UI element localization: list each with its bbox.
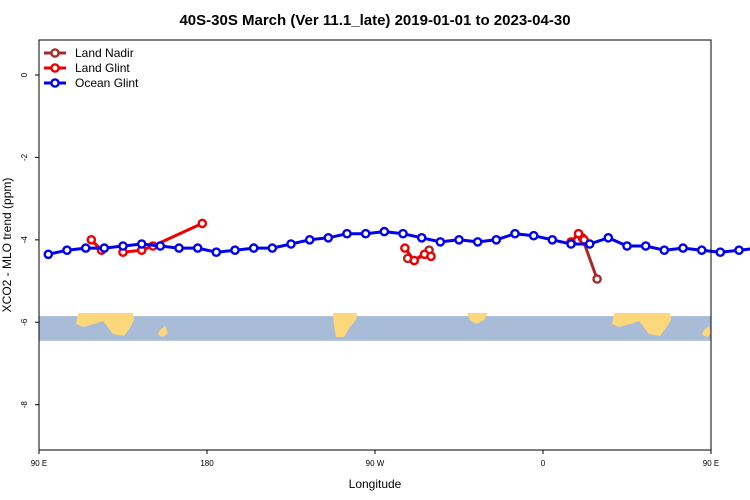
y-axis: 0 -2 -4 -6 -8 bbox=[20, 72, 39, 408]
data-point-ocean-glint bbox=[80, 243, 91, 253]
chart-title: 40S-30S March (Ver 11.1_late) 2019-01-01… bbox=[179, 12, 570, 29]
africa-landmass bbox=[467, 313, 488, 324]
data-point-ocean-glint bbox=[715, 247, 726, 257]
data-point-ocean-glint bbox=[360, 228, 371, 239]
data-point-ocean-glint bbox=[454, 234, 464, 245]
x-axis-label: Longitude bbox=[349, 477, 402, 491]
legend-swatch-marker bbox=[50, 63, 60, 73]
legend-swatch-marker bbox=[50, 48, 60, 58]
y-tick-label: -6 bbox=[20, 318, 29, 326]
data-point-ocean-glint bbox=[696, 245, 707, 255]
data-point-ocean-glint bbox=[678, 243, 688, 253]
x-tick-label: 0 bbox=[541, 459, 546, 468]
x-tick-label: 90 E bbox=[703, 459, 719, 468]
data-point-land-glint bbox=[86, 234, 97, 245]
map-strip bbox=[39, 313, 711, 341]
data-point-land-nadir bbox=[592, 274, 602, 284]
data-point-land-glint bbox=[400, 243, 410, 253]
data-point-ocean-glint bbox=[510, 228, 520, 239]
y-tick-label: 0 bbox=[20, 72, 29, 77]
data-point-ocean-glint bbox=[174, 243, 184, 253]
data-point-ocean-glint bbox=[267, 243, 278, 253]
legend-item-land-nadir: Land Nadir bbox=[44, 46, 134, 60]
legend-item-ocean-glint: Ocean Glint bbox=[44, 76, 139, 90]
data-point-ocean-glint bbox=[640, 241, 651, 251]
data-point-ocean-glint bbox=[622, 241, 632, 251]
data-point-ocean-glint bbox=[528, 230, 539, 241]
legend-label: Land Glint bbox=[75, 61, 130, 75]
data-point-ocean-glint bbox=[603, 232, 614, 243]
data-point-ocean-glint bbox=[286, 239, 296, 249]
series-layer bbox=[43, 218, 750, 284]
data-point-ocean-glint bbox=[416, 232, 427, 243]
data-point-ocean-glint bbox=[323, 232, 334, 243]
data-point-ocean-glint bbox=[118, 241, 128, 251]
data-point-ocean-glint bbox=[379, 226, 390, 237]
tasmania-landmass bbox=[158, 326, 168, 337]
tasmania-landmass-repeat bbox=[702, 326, 711, 337]
x-tick-label: 90 E bbox=[31, 459, 47, 468]
data-point-ocean-glint bbox=[435, 237, 446, 247]
legend-item-land-glint: Land Glint bbox=[44, 61, 130, 75]
data-point-ocean-glint bbox=[734, 245, 744, 255]
ocean-band bbox=[39, 316, 711, 341]
series-line-land-glint bbox=[122, 222, 203, 254]
data-point-ocean-glint bbox=[584, 239, 595, 249]
x-tick-label: 180 bbox=[200, 459, 214, 468]
legend-swatch-marker bbox=[50, 78, 60, 88]
data-point-ocean-glint bbox=[211, 247, 222, 257]
south-america-landmass bbox=[333, 313, 357, 337]
data-point-ocean-glint bbox=[398, 228, 408, 239]
data-point-ocean-glint bbox=[155, 241, 166, 251]
data-point-ocean-glint bbox=[304, 234, 315, 245]
australia-landmass bbox=[76, 313, 134, 336]
x-axis: 90 E 180 90 W 0 90 E bbox=[31, 450, 719, 468]
data-point-ocean-glint bbox=[99, 243, 110, 253]
data-point-ocean-glint bbox=[547, 234, 558, 245]
legend-label: Ocean Glint bbox=[75, 76, 139, 90]
data-point-land-glint bbox=[409, 255, 420, 266]
y-axis-label: XCO2 - MLO trend (ppm) bbox=[0, 178, 14, 313]
data-point-ocean-glint bbox=[136, 239, 147, 249]
series-ocean-glint bbox=[43, 226, 750, 260]
data-point-land-glint bbox=[197, 218, 208, 229]
data-point-ocean-glint bbox=[248, 243, 259, 253]
data-point-ocean-glint bbox=[342, 228, 352, 239]
data-point-ocean-glint bbox=[230, 245, 240, 255]
data-point-land-glint bbox=[573, 228, 584, 239]
y-tick-label: -4 bbox=[20, 236, 29, 244]
data-point-ocean-glint bbox=[62, 245, 72, 255]
data-point-ocean-glint bbox=[472, 237, 483, 247]
data-point-ocean-glint bbox=[659, 245, 670, 255]
data-point-ocean-glint bbox=[192, 243, 203, 253]
australia-landmass-repeat bbox=[612, 313, 671, 336]
data-point-ocean-glint bbox=[43, 249, 54, 260]
data-point-ocean-glint bbox=[566, 239, 576, 249]
x-tick-label: 90 W bbox=[366, 459, 385, 468]
y-tick-label: -2 bbox=[20, 153, 29, 161]
data-point-ocean-glint bbox=[491, 234, 502, 245]
y-tick-label: -8 bbox=[20, 401, 29, 409]
legend-label: Land Nadir bbox=[75, 46, 134, 60]
data-point-land-glint bbox=[426, 251, 436, 262]
